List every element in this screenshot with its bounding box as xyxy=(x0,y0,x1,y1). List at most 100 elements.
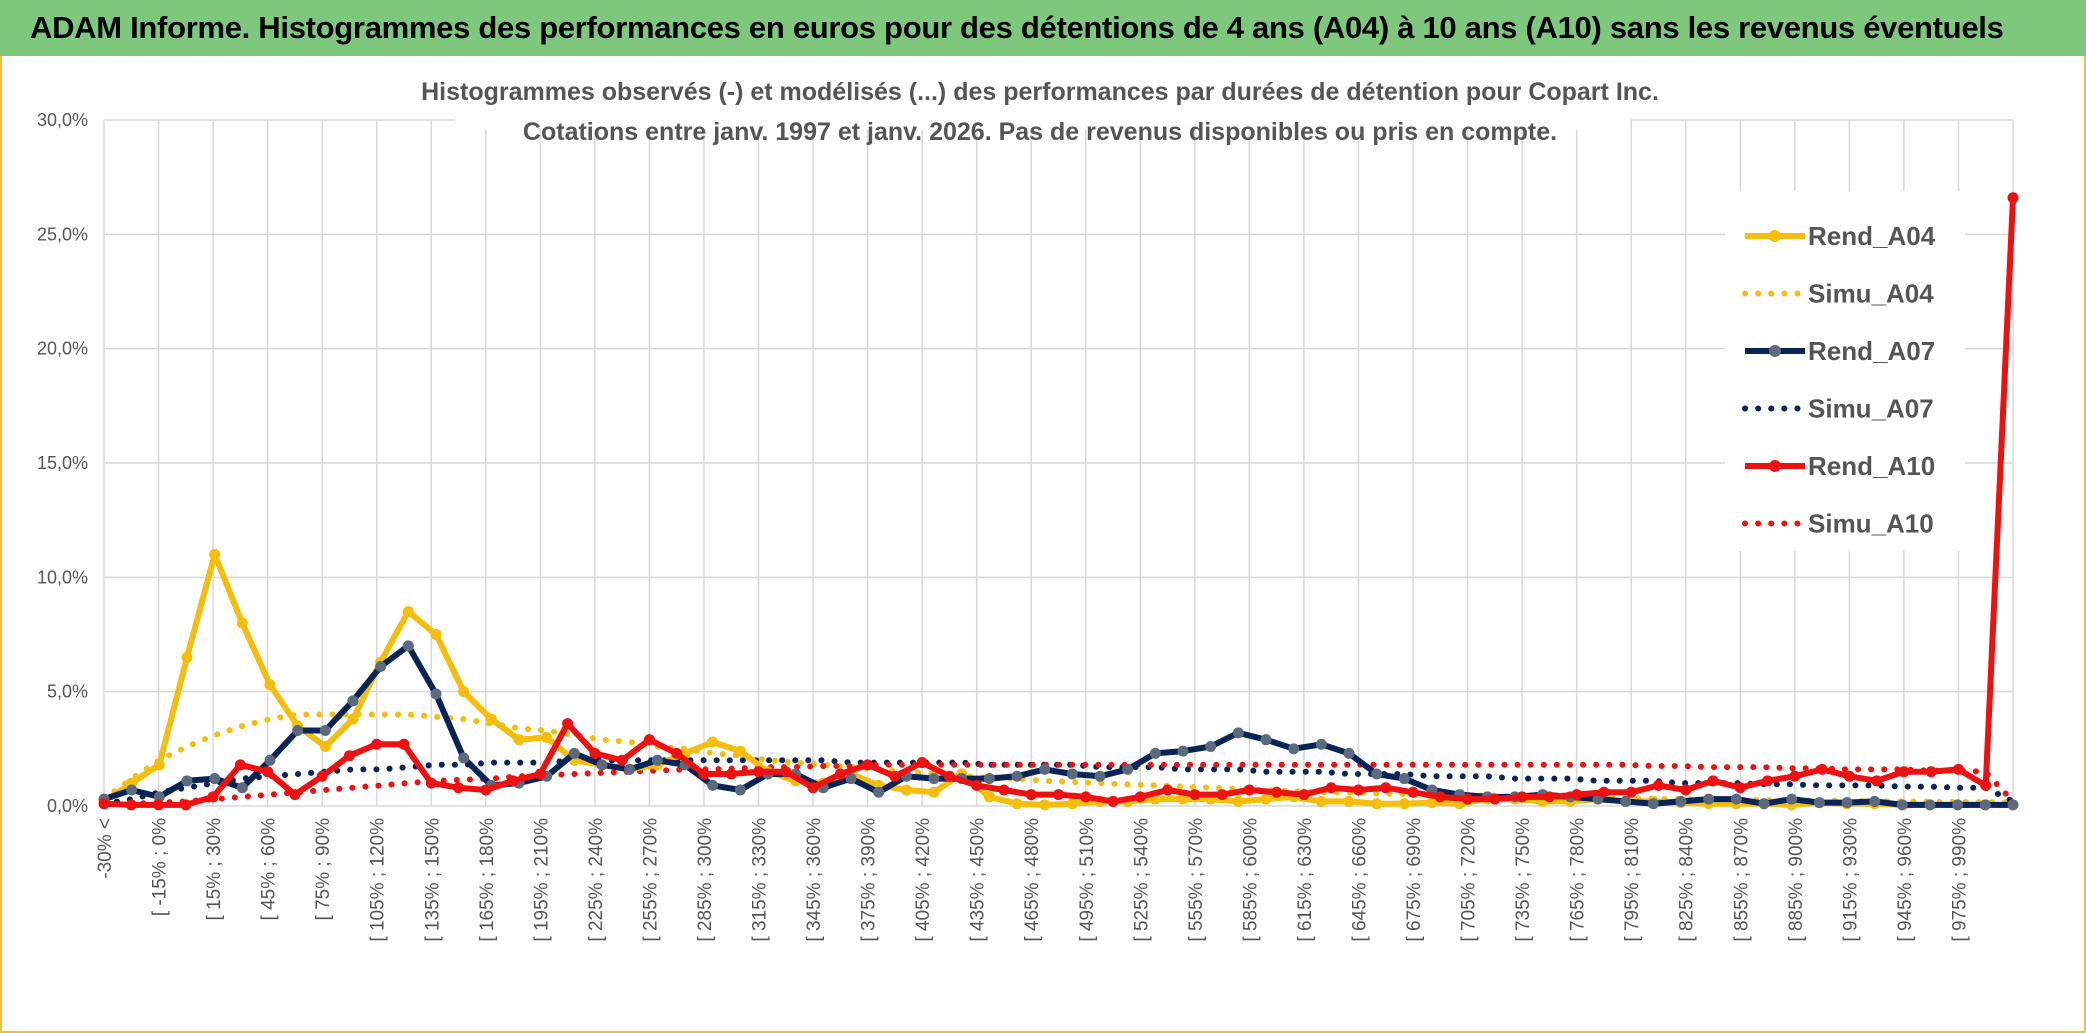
y-tick-label: 5,0% xyxy=(47,682,88,702)
series-rend-a10-point xyxy=(98,798,110,810)
x-tick-label: [ 195% ; 210% xyxy=(531,818,552,942)
series-rend-a07-point xyxy=(1647,798,1659,810)
series-rend-a10-point xyxy=(698,768,710,780)
series-rend-a04-point xyxy=(430,629,442,640)
x-tick-label: [ 885% ; 900% xyxy=(1786,818,1807,942)
legend-label-rend-a04: Rend_A04 xyxy=(1808,221,1936,251)
series-rend-a04-point xyxy=(153,759,165,771)
series-rend-a10-point xyxy=(1271,786,1283,798)
series-rend-a10-point xyxy=(1407,786,1419,798)
y-tick-label: 0,0% xyxy=(47,796,88,816)
x-tick-label: [ 345% ; 360% xyxy=(804,818,825,942)
series-rend-a04-point xyxy=(458,686,470,698)
series-rend-a10-point xyxy=(153,799,165,811)
series-rend-a04-point xyxy=(707,736,719,748)
series-rend-a10-point xyxy=(753,766,765,778)
series-rend-a07-point xyxy=(1232,727,1244,739)
series-rend-a10-point xyxy=(1762,775,1774,787)
series-rend-a10-point xyxy=(1025,789,1037,801)
series-rend-a10-point xyxy=(1489,793,1501,805)
series-rend-a10-point xyxy=(1434,791,1446,803)
series-rend-a04-point xyxy=(264,679,276,691)
x-tick-label: [ 405% ; 420% xyxy=(913,818,934,942)
series-rend-a10-point xyxy=(589,747,601,759)
series-simu-a04-line xyxy=(101,711,2016,806)
series-rend-a07-point xyxy=(1786,793,1798,805)
series-rend-a07-point xyxy=(209,773,221,785)
series-rend-a10-point xyxy=(125,799,137,811)
y-axis-ticks: 0,0% 5,0% 10,0% 15,0% 20,0% 25,0% 30,0% xyxy=(37,110,88,816)
series-rend-a07-point xyxy=(319,725,331,737)
x-tick-label: [ -15% ; 0% xyxy=(150,818,171,916)
series-rend-a04-point xyxy=(1039,799,1051,811)
series-rend-a07-point xyxy=(1315,738,1327,750)
y-tick-label: 30,0% xyxy=(37,110,88,130)
legend-label-rend-a07: Rend_A07 xyxy=(1808,336,1935,366)
series-rend-a10-point xyxy=(1571,789,1583,801)
series-rend-a04-point xyxy=(1371,798,1383,810)
x-tick-label: [ 975% ; 990% xyxy=(1949,818,1970,942)
series-rend-a07-point xyxy=(651,754,663,766)
x-tick-label: [ 255% ; 270% xyxy=(640,818,661,942)
series-rend-a07-point xyxy=(624,763,636,775)
series-rend-a10-point xyxy=(453,782,465,794)
x-tick-label: [ 615% ; 630% xyxy=(1295,818,1316,942)
x-tick-label: [ 435% ; 450% xyxy=(968,818,989,942)
series-rend-a07-point xyxy=(1924,799,1936,811)
series-rend-a07-point xyxy=(845,773,857,785)
series-rend-a07-point xyxy=(1205,741,1217,753)
series-rend-a04-point xyxy=(485,713,497,725)
x-tick-label: [ 555% ; 570% xyxy=(1186,818,1207,942)
x-tick-label: [ 705% ; 720% xyxy=(1459,818,1480,942)
series-rend-a07-point xyxy=(292,725,304,737)
y-tick-label: 10,0% xyxy=(37,567,88,587)
x-tick-label: [ 45% ; 60% xyxy=(259,818,280,921)
x-tick-label: [ 645% ; 660% xyxy=(1349,818,1370,942)
series-rend-a10-point xyxy=(1516,791,1528,803)
series-rend-a10-point xyxy=(834,768,846,780)
legend-label-rend-a10: Rend_A10 xyxy=(1808,451,1935,481)
series-rend-a10-point xyxy=(1707,775,1719,787)
series-rend-a07-point xyxy=(1371,768,1383,780)
series-simu-a10-line xyxy=(101,761,2016,808)
legend-marker-rend-a07 xyxy=(1769,345,1781,357)
x-tick-label: [ 465% ; 480% xyxy=(1022,818,1043,942)
series-rend-a04-point xyxy=(1232,795,1244,807)
series-rend-a04-point xyxy=(1066,798,1078,810)
series-rend-a10-point xyxy=(507,775,519,787)
series-rend-a04-point xyxy=(1343,795,1355,807)
series-rend-a07-point xyxy=(375,661,387,673)
series-rend-a04-point xyxy=(734,745,746,757)
x-tick-label: [ 75% ; 90% xyxy=(313,818,334,921)
report-title: ADAM Informe. Histogrammes des performan… xyxy=(30,10,2004,45)
x-tick-label: [ 375% ; 390% xyxy=(859,818,880,942)
series-rend-a10-point xyxy=(671,747,683,759)
series-rend-a07-point xyxy=(873,786,885,798)
series-rend-a04-point xyxy=(928,786,940,798)
legend-label-simu-a07: Simu_A07 xyxy=(1808,394,1934,424)
series-rend-a10-point xyxy=(534,768,546,780)
series-rend-a10-point xyxy=(725,768,737,780)
x-tick-label: [ 855% ; 870% xyxy=(1731,818,1752,942)
series-rend-a10-point xyxy=(425,777,437,789)
chart-title-line1: Histogrammes observés (-) et modélisés (… xyxy=(421,78,1659,106)
x-tick-label: [ 165% ; 180% xyxy=(477,818,498,942)
series-rend-a07-point xyxy=(1066,768,1078,780)
series-rend-a04-point xyxy=(1426,797,1438,809)
report-header: ADAM Informe. Histogrammes des performan… xyxy=(0,0,2086,56)
series-rend-a07-point xyxy=(2007,799,2019,811)
series-rend-a07-point xyxy=(347,695,359,707)
series-rend-a10-point xyxy=(1871,775,1883,787)
series-rend-a07-point xyxy=(568,747,580,759)
series-rend-a10-point xyxy=(1843,770,1855,782)
series-rend-a10-point xyxy=(1925,766,1937,778)
x-tick-label: [ 15% ; 30% xyxy=(204,818,225,921)
x-tick-label: [ 795% ; 810% xyxy=(1622,818,1643,942)
series-rend-a10-point xyxy=(207,791,219,803)
y-tick-label: 15,0% xyxy=(37,453,88,473)
y-tick-label: 25,0% xyxy=(37,224,88,244)
y-tick-label: 20,0% xyxy=(37,339,88,359)
series-rend-a10-point xyxy=(943,770,955,782)
series-rend-a07-point xyxy=(1288,743,1300,755)
series-rend-a07-point xyxy=(1841,797,1853,809)
